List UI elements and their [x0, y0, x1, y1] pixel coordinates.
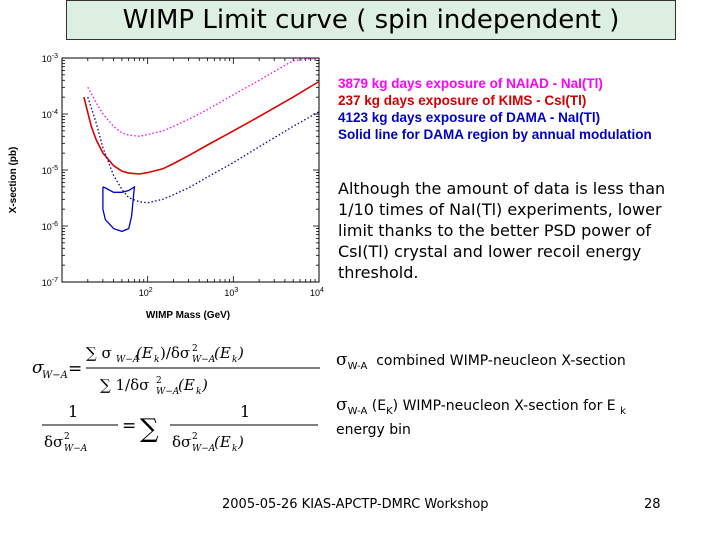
series-curve-4	[102, 185, 136, 233]
svg-text:=: =	[122, 416, 136, 436]
energy-open: (E	[371, 398, 387, 414]
svg-text:1: 1	[68, 402, 78, 421]
legend-entry-kims: 237 kg days exposure of KIMS - CsI(Tl)	[338, 93, 587, 108]
x-tick-label: 102	[139, 287, 153, 298]
svg-text:W−A: W−A	[64, 444, 88, 454]
definition-combined-text: combined WIMP-neucleon X-section	[376, 353, 626, 369]
x-tick-label: 103	[224, 287, 238, 298]
svg-text:W−A: W−A	[156, 387, 180, 397]
x-tick-label: 104	[310, 287, 324, 298]
svg-text:δσ: δσ	[172, 433, 191, 451]
footer-text: 2005-05-26 KIAS-APCTP-DMRC Workshop	[222, 497, 489, 512]
svg-text:W−A: W−A	[42, 370, 68, 381]
svg-text:1: 1	[240, 402, 250, 421]
svg-text:(E: (E	[136, 344, 153, 362]
svg-text:∑: ∑	[140, 414, 159, 444]
svg-text:=: =	[68, 359, 82, 379]
sigma-symbol-1: σ	[336, 350, 348, 370]
svg-text:δσ: δσ	[44, 433, 63, 451]
svg-text:W−A: W−A	[192, 444, 216, 454]
x-axis-label: WIMP Mass (GeV)	[146, 310, 230, 321]
legend-entry-dama-region: Solid line for DAMA region by annual mod…	[338, 127, 652, 142]
definition-combined: σW-A combined WIMP-neucleon X-section	[336, 350, 626, 372]
y-tick-label: 10-7	[42, 277, 58, 288]
svg-text:)/δσ: )/δσ	[160, 344, 190, 362]
page-number: 28	[644, 497, 661, 512]
energy-subscript: K	[386, 405, 393, 417]
legend-entry-naiad: 3879 kg days exposure of NAIAD - NaI(Tl)	[338, 76, 603, 91]
svg-text:): )	[237, 433, 244, 451]
series-curve-3	[87, 96, 320, 204]
plot-frame	[61, 57, 320, 283]
svg-text:W−A: W−A	[116, 355, 140, 365]
svg-text:(E: (E	[214, 344, 231, 362]
svg-text:2: 2	[156, 376, 162, 386]
energy-bin-subscript: k	[620, 405, 626, 417]
svg-text:∑ 1/δσ: ∑ 1/δσ	[100, 376, 149, 394]
definition-per-bin-line2: energy bin	[336, 421, 411, 438]
svg-text:2: 2	[192, 432, 198, 442]
svg-text:): )	[237, 344, 244, 362]
svg-text:(E: (E	[214, 433, 231, 451]
slide-title-box: WIMP Limit curve ( spin independent )	[66, 0, 676, 40]
y-tick-label: 10-5	[42, 165, 58, 176]
series-layer	[83, 57, 320, 233]
y-tick-label: 10-6	[42, 221, 58, 232]
explanation-note: Although the amount of data is less than…	[338, 179, 666, 282]
svg-text:σ: σ	[32, 358, 44, 378]
svg-text:): )	[201, 376, 208, 394]
inverse-variance-formula: 1 δσ 2 W−A = ∑ 1 δσ 2 W−A (E k )	[42, 402, 318, 454]
svg-text:∑ σ: ∑ σ	[86, 344, 112, 362]
svg-text:(E: (E	[178, 376, 195, 394]
wimp-limit-chart: 102 103 104 10-3 10-4 10-5 10-6 10-7 WIMP Mass …	[8, 53, 324, 321]
definition-per-bin: σW-A (EK) WIMP-neucleon X-section for E …	[336, 396, 626, 440]
sigma-symbol-2: σ	[336, 395, 348, 415]
definition-per-bin-text: ) WIMP-neucleon X-section for E	[392, 398, 616, 414]
legend-entry-dama: 4123 kg days exposure of DAMA - NaI(Tl)	[338, 110, 601, 125]
svg-text:2: 2	[192, 344, 198, 354]
svg-text:k: k	[232, 444, 237, 454]
slide-title: WIMP Limit curve ( spin independent )	[122, 5, 620, 35]
y-tick-label: 10-4	[42, 109, 58, 120]
series-curve-2	[83, 80, 320, 175]
legend: 3879 kg days exposure of NAIAD - NaI(Tl)…	[338, 75, 652, 143]
svg-text:W−A: W−A	[192, 355, 216, 365]
sigma-subscript-2: W-A	[347, 405, 368, 417]
svg-text:k: k	[154, 355, 159, 365]
svg-text:k: k	[232, 355, 237, 365]
y-tick-label: 10-3	[42, 53, 58, 64]
combined-cross-section-formula: σ W−A = ∑ σ W−A (E k )/δσ 2 W−A (E k ) ∑…	[32, 344, 320, 397]
sigma-subscript-1: W-A	[347, 360, 368, 372]
axes: 102 103 104 10-3 10-4 10-5 10-6 10-7	[42, 53, 324, 298]
y-axis-label: X-section (pb)	[8, 147, 19, 214]
svg-text:k: k	[196, 387, 201, 397]
series-curve-1	[87, 57, 320, 137]
svg-text:2: 2	[64, 432, 70, 442]
